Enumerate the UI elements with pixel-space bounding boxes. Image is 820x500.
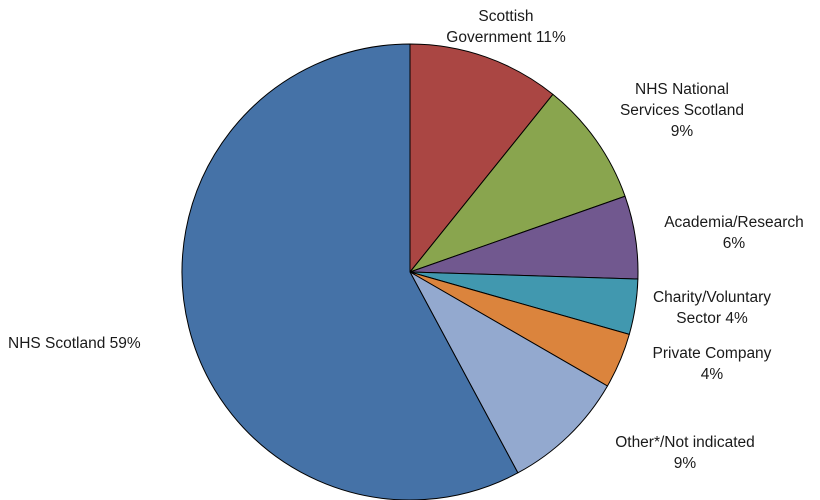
slice-label-nhs-national-services-scotland: NHS National Services Scotland 9% (620, 81, 744, 140)
slice-label-line: Sector 4% (676, 310, 748, 327)
pie-slice-scottish-government (409, 43, 554, 273)
slice-label-line: Government 11% (446, 29, 566, 46)
slice-label-line: Scottish (478, 8, 533, 25)
slice-label-private-company: Private Company 4% (653, 345, 772, 383)
slice-label-other-not-indicated: Other*/Not indicated 9% (615, 434, 755, 472)
slice-label-line: Private Company (653, 345, 772, 362)
labels-layer: Scottish Government 11% NHS National Servic… (8, 8, 804, 472)
slice-label-academia-research: Academia/Research 6% (664, 214, 804, 252)
slice-label-line: Other*/Not indicated (615, 434, 755, 451)
slice-label-nhs-scotland: NHS Scotland 59% (8, 335, 141, 352)
slice-label-charity-voluntary-sector: Charity/Voluntary Sector 4% (653, 289, 771, 327)
slice-label-line: 6% (723, 235, 746, 252)
slices-layer (181, 43, 639, 500)
slice-label-scottish-government: Scottish Government 11% (446, 8, 566, 46)
slice-label-line: 9% (674, 455, 697, 472)
pie-slice-nhs-national-services-scotland (409, 93, 626, 273)
pie-slice-other-not-indicated (409, 271, 608, 474)
slice-label-line: Services Scotland (620, 102, 744, 119)
slice-label-line: 4% (701, 366, 724, 383)
slice-label-line: NHS National (635, 81, 729, 98)
slice-label-line: NHS Scotland 59% (8, 335, 141, 352)
slice-label-line: Academia/Research (664, 214, 804, 231)
slice-label-line: Charity/Voluntary (653, 289, 771, 306)
slice-label-line: 9% (671, 123, 694, 140)
